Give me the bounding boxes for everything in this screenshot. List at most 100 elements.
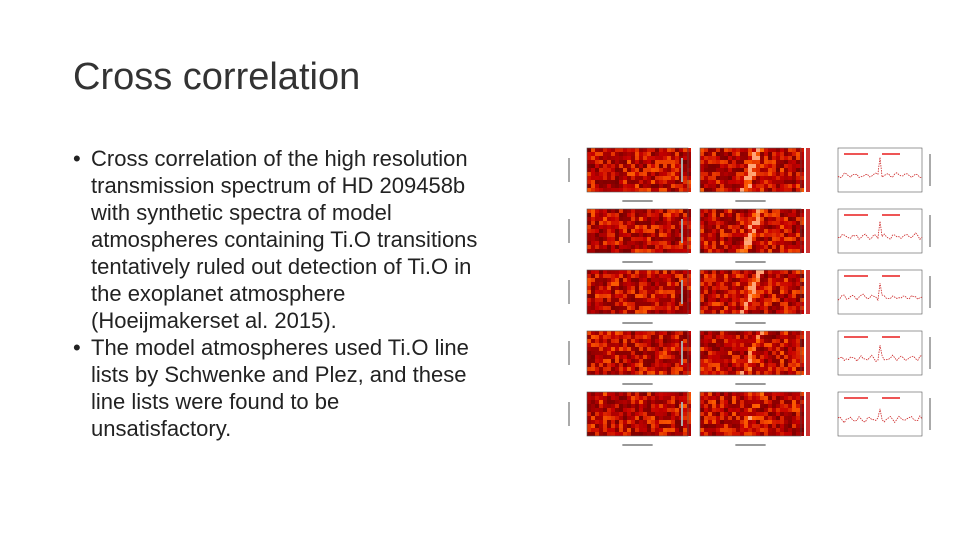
heatmap-cell [708,237,712,241]
heatmap-cell [659,355,663,359]
heatmap-cell [792,339,796,343]
heatmap-cell [700,339,704,343]
heatmap-cell [800,355,804,359]
heatmap-cell [667,343,671,347]
heatmap-cell [736,156,740,160]
heatmap-cell [675,176,679,180]
heatmap-cell [740,420,744,424]
heatmap-cell [788,428,792,432]
heatmap-cell [643,152,647,156]
heatmap-cell [679,310,683,314]
heatmap-cell [780,209,784,213]
heatmap-cell [603,392,607,396]
heatmap-cell [792,396,796,400]
heatmap-cell [748,359,752,363]
heatmap-cell [643,286,647,290]
heatmap-cell [748,209,752,213]
heatmap-cell [683,148,687,152]
heatmap-cell [687,310,691,314]
heatmap-cell [716,209,720,213]
heatmap-cell [639,233,643,237]
heatmap-cell [591,408,595,412]
heatmap-cell [756,294,760,298]
heatmap-cell [732,213,736,217]
heatmap-cell [607,241,611,245]
heatmap-cell [800,396,804,400]
slide-title: Cross correlation [73,56,361,98]
heatmap-cell [643,213,647,217]
heatmap-cell [663,233,667,237]
heatmap-cell [728,229,732,233]
heatmap-cell [651,217,655,221]
heatmap-cell [784,241,788,245]
heatmap-cell [675,424,679,428]
heatmap-cell [796,172,800,176]
heatmap-cell [744,310,748,314]
heatmap-cell [776,152,780,156]
heatmap-cell [760,335,764,339]
heatmap-cell [740,156,744,160]
heatmap-cell [687,282,691,286]
heatmap-cell [599,249,603,253]
heatmap-cell [615,217,619,221]
heatmap-cell [655,335,659,339]
heatmap-cell [611,245,615,249]
heatmap-cell [659,229,663,233]
heatmap-cell [619,400,623,404]
heatmap-cell [603,302,607,306]
heatmap-cell [752,229,756,233]
heatmap-cell [776,213,780,217]
heatmap-cell [772,172,776,176]
heatmap-cell [671,188,675,192]
heatmap-cell [603,404,607,408]
heatmap-cell [724,148,728,152]
heatmap-cell [615,188,619,192]
heatmap-cell [732,363,736,367]
heatmap-cell [683,160,687,164]
heatmap-cell [651,343,655,347]
heatmap-cell [595,148,599,152]
heatmap-cell [740,363,744,367]
heatmap-cell [784,172,788,176]
heatmap-cell [800,180,804,184]
heatmap-cell [631,278,635,282]
heatmap-cell [655,428,659,432]
heatmap-cell [764,229,768,233]
heatmap-cell [615,392,619,396]
heatmap-cell [615,282,619,286]
heatmap-cell [756,172,760,176]
heatmap-cell [659,343,663,347]
heatmap-cell [800,233,804,237]
heatmap-cell [724,343,728,347]
heatmap-cell [635,188,639,192]
heatmap-cell [736,432,740,436]
heatmap-cell [643,217,647,221]
heatmap-cell [776,188,780,192]
heatmap-cell [647,278,651,282]
heatmap-cell [764,363,768,367]
heatmap-cell [603,209,607,213]
heatmap-cell [667,225,671,229]
heatmap-cell [800,209,804,213]
heatmap-cell [716,233,720,237]
heatmap-cell [651,156,655,160]
bullet-line: with synthetic spectra of model [91,200,392,225]
heatmap-cell [708,432,712,436]
heatmap-cell [671,249,675,253]
heatmap-cell [764,351,768,355]
heatmap-cell [683,416,687,420]
heatmap-cell [728,355,732,359]
heatmap-cell [716,412,720,416]
heatmap-cell [708,367,712,371]
heatmap-cell [704,416,708,420]
heatmap-cell [764,245,768,249]
heatmap-cell [623,420,627,424]
heatmap-cell [800,217,804,221]
heatmap-cell [760,400,764,404]
heatmap-cell [671,274,675,278]
heatmap-cell [708,233,712,237]
heatmap-cell [663,400,667,404]
heatmap-cell [587,209,591,213]
heatmap-cell [740,237,744,241]
heatmap-cell [704,351,708,355]
